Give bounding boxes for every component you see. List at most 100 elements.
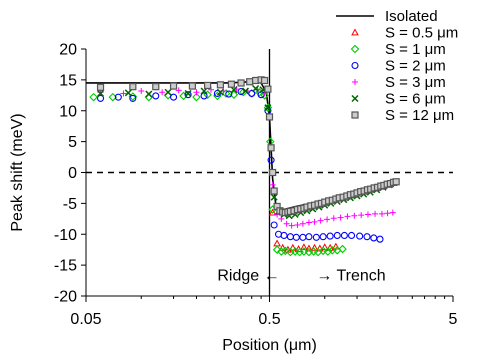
data-point bbox=[358, 212, 365, 219]
data-point bbox=[272, 245, 282, 254]
y-tick-label: 15 bbox=[59, 72, 77, 89]
legend-swatch bbox=[350, 44, 360, 54]
data-point bbox=[145, 90, 153, 98]
y-tick-label: 20 bbox=[59, 42, 77, 59]
data-point bbox=[270, 193, 278, 201]
data-point bbox=[213, 89, 221, 98]
data-point bbox=[319, 233, 327, 241]
legend-swatch bbox=[351, 111, 359, 119]
series-s-3-m bbox=[97, 86, 396, 229]
data-point bbox=[267, 156, 275, 164]
data-point bbox=[299, 233, 307, 241]
x-axis-title: Position (μm) bbox=[222, 337, 317, 354]
data-point bbox=[317, 217, 324, 224]
legend-item: S = 0.5 μm bbox=[351, 25, 458, 42]
data-point bbox=[376, 235, 384, 243]
data-point bbox=[305, 233, 313, 241]
data-point bbox=[288, 222, 295, 229]
data-point bbox=[263, 103, 273, 112]
data-point bbox=[200, 92, 208, 100]
data-point bbox=[378, 210, 385, 217]
data-point bbox=[96, 89, 105, 97]
legend-label: S = 3 μm bbox=[385, 74, 446, 91]
data-point bbox=[305, 219, 312, 226]
data-point bbox=[337, 214, 344, 221]
legend-swatch bbox=[352, 79, 358, 85]
legend-label: S = 0.5 μm bbox=[385, 25, 458, 42]
legend-label: S = 6 μm bbox=[385, 91, 446, 108]
y-tick-label: -20 bbox=[54, 289, 77, 306]
series-s-6-m bbox=[96, 84, 399, 220]
data-point bbox=[344, 213, 351, 220]
data-point bbox=[348, 231, 356, 240]
data-point bbox=[277, 247, 286, 256]
data-point bbox=[129, 83, 137, 91]
data-point bbox=[356, 232, 364, 240]
data-point bbox=[370, 234, 378, 242]
data-point bbox=[338, 244, 347, 254]
data-point bbox=[330, 215, 337, 222]
legend-label: Isolated bbox=[385, 8, 438, 25]
data-point bbox=[363, 233, 371, 241]
data-point bbox=[269, 168, 277, 177]
legend-item: Isolated bbox=[336, 8, 438, 25]
x-tick-label: 0.5 bbox=[258, 311, 280, 328]
data-point bbox=[351, 212, 358, 219]
data-point bbox=[312, 233, 320, 241]
data-point bbox=[129, 94, 137, 102]
data-point bbox=[273, 239, 281, 247]
data-point bbox=[364, 211, 371, 218]
data-point bbox=[384, 210, 391, 217]
data-point bbox=[89, 92, 98, 102]
series-s-12-m bbox=[96, 76, 400, 217]
y-tick-label: 0 bbox=[68, 165, 77, 182]
data-point bbox=[265, 113, 274, 121]
data-point bbox=[184, 89, 192, 97]
data-point bbox=[310, 243, 319, 251]
legend-swatch bbox=[351, 94, 359, 103]
data-point bbox=[324, 216, 331, 223]
data-point bbox=[246, 78, 254, 86]
data-point bbox=[188, 82, 196, 90]
legend-item: S = 12 μm bbox=[351, 107, 454, 124]
x-tick-label: 5 bbox=[449, 311, 458, 328]
data-point bbox=[270, 187, 278, 195]
data-point bbox=[152, 92, 160, 100]
data-point bbox=[124, 89, 132, 97]
legend-swatch bbox=[351, 28, 359, 36]
data-point bbox=[333, 231, 341, 240]
data-point bbox=[120, 90, 127, 97]
data-point bbox=[204, 81, 212, 90]
data-point bbox=[292, 233, 300, 241]
series-s-2-m bbox=[96, 88, 384, 243]
data-point bbox=[299, 220, 306, 227]
data-point bbox=[164, 88, 172, 96]
data-point bbox=[152, 83, 160, 91]
annotation-trench: → Trench bbox=[316, 267, 385, 284]
data-point bbox=[170, 93, 178, 101]
y-tick-label: -5 bbox=[63, 196, 77, 213]
data-point bbox=[252, 84, 260, 93]
data-point bbox=[264, 85, 272, 93]
data-point bbox=[96, 83, 105, 91]
data-point bbox=[225, 90, 233, 98]
data-point bbox=[216, 88, 224, 96]
legend-label: S = 1 μm bbox=[385, 41, 446, 58]
data-point bbox=[114, 93, 122, 101]
data-point bbox=[193, 89, 200, 96]
data-point bbox=[299, 247, 309, 256]
data-point bbox=[169, 82, 178, 90]
data-point bbox=[216, 81, 224, 89]
legend-item: S = 3 μm bbox=[352, 74, 446, 91]
data-point bbox=[305, 244, 313, 252]
y-tick-label: 5 bbox=[68, 134, 77, 151]
data-point bbox=[138, 87, 145, 94]
data-point bbox=[237, 79, 245, 87]
data-point bbox=[264, 104, 272, 112]
annotation-ridge: Ridge ← bbox=[217, 267, 279, 284]
data-point bbox=[260, 76, 269, 85]
series-s-0-5-m bbox=[268, 208, 340, 253]
data-point bbox=[389, 209, 396, 216]
data-point bbox=[295, 247, 304, 257]
